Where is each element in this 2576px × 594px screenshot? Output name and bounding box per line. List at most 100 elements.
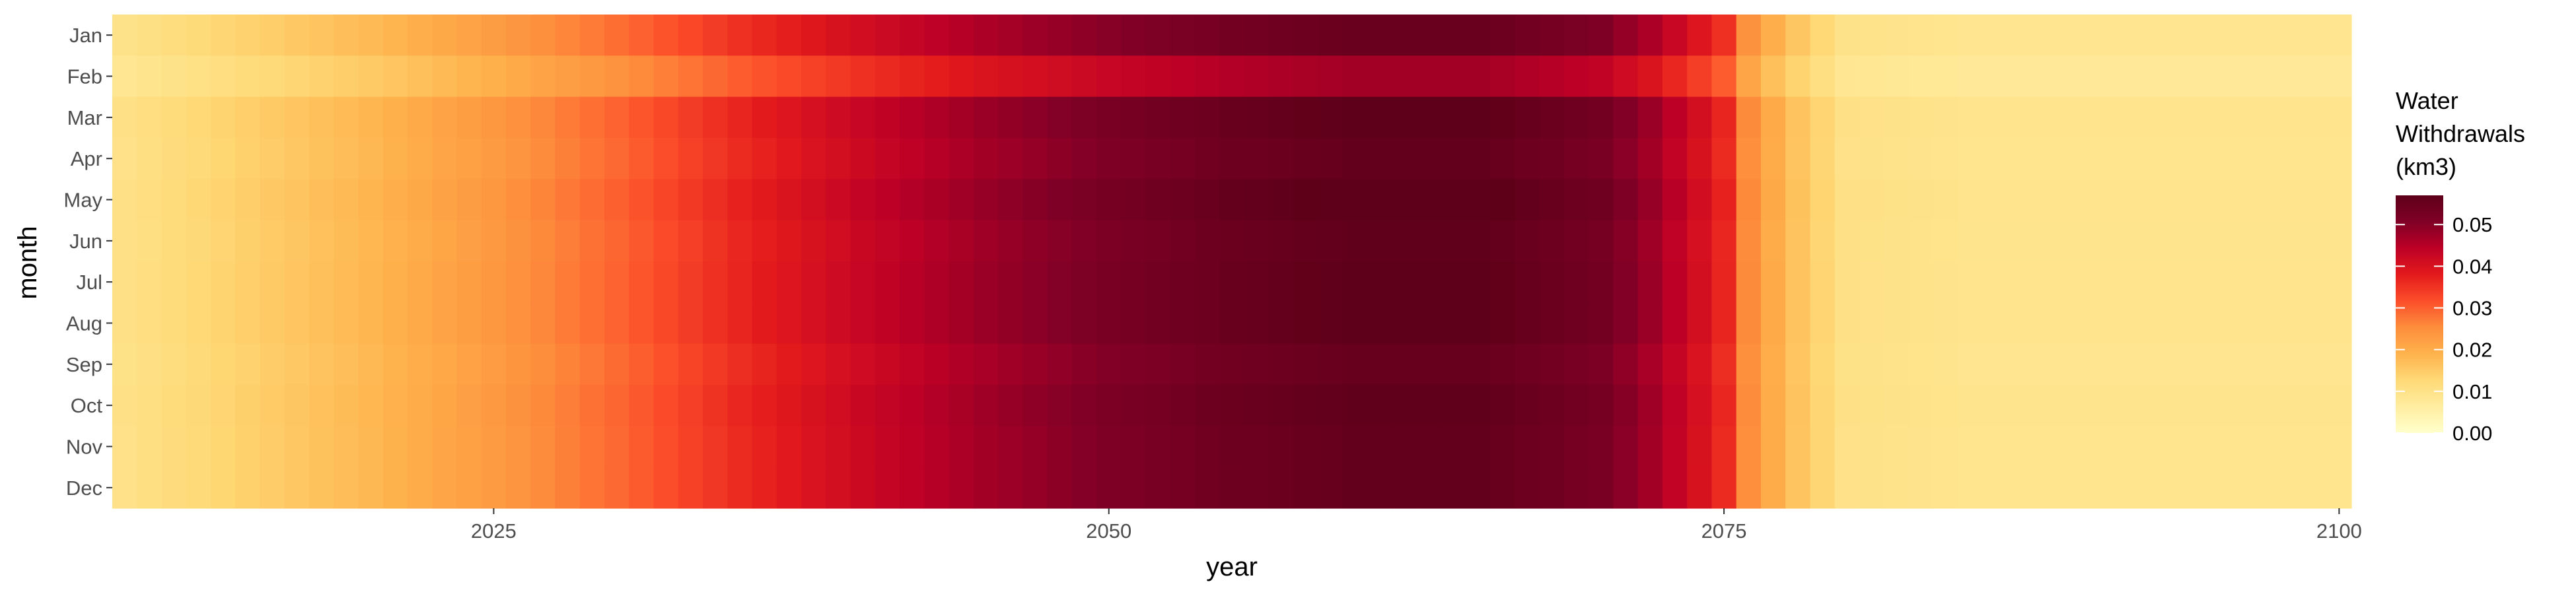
heatmap-cell (973, 96, 999, 139)
heatmap-cell (1244, 261, 1270, 303)
heatmap-cell (1170, 261, 1196, 303)
heatmap-cell (2031, 138, 2057, 180)
heatmap-cell (924, 179, 950, 221)
heatmap-cell (555, 302, 581, 345)
heatmap-cell (1957, 220, 1983, 262)
heatmap-cell (1785, 96, 1811, 139)
heatmap-cell (1268, 343, 1294, 385)
heatmap-cell (2007, 220, 2032, 262)
heatmap-cell (2252, 343, 2278, 385)
heatmap-cell (1539, 138, 1565, 180)
heatmap-cell (1810, 261, 1836, 303)
heatmap-cell (1515, 343, 1540, 385)
heatmap-cell (309, 426, 334, 468)
heatmap-cell (579, 343, 605, 385)
heatmap-cell (1318, 220, 1343, 262)
heatmap-cell (211, 179, 236, 221)
heatmap-cell (900, 15, 925, 56)
heatmap-cell (776, 55, 802, 98)
heatmap-cell (358, 426, 384, 468)
heatmap-cell (1392, 179, 1417, 221)
legend-tick-label: 0.01 (2452, 380, 2492, 403)
heatmap-cell (408, 220, 433, 262)
heatmap-cell (1096, 55, 1122, 98)
x-axis: 2025 2050 2075 2100 (471, 508, 2362, 543)
heatmap-cell (112, 343, 137, 385)
heatmap-cell (334, 220, 359, 262)
legend-title-line-2: Withdrawals (2396, 120, 2525, 147)
heatmap-cell (924, 426, 950, 468)
heatmap-cell (1071, 343, 1097, 385)
heatmap-cell (2302, 261, 2328, 303)
heatmap-cell (1785, 467, 1811, 509)
heatmap-cell (948, 302, 974, 345)
heatmap-cell (1687, 96, 1713, 139)
heatmap-cell (358, 55, 384, 98)
heatmap-cell (2154, 96, 2180, 139)
y-tick-label: Oct (71, 394, 103, 417)
heatmap-cell (2031, 15, 2057, 56)
heatmap-cell (235, 96, 261, 139)
heatmap-cell (1416, 55, 1442, 98)
heatmap-cell (408, 385, 433, 426)
heatmap-cell (2252, 55, 2278, 98)
heatmap-cell (1687, 467, 1713, 509)
heatmap-cell (2154, 55, 2180, 98)
heatmap-cell (752, 426, 777, 468)
heatmap-cell (1170, 343, 1196, 385)
heatmap-cell (2203, 96, 2229, 139)
heatmap-cell (1268, 96, 1294, 139)
heatmap-cell (1342, 385, 1368, 426)
heatmap-cell (1613, 15, 1639, 56)
heatmap-cell (2228, 15, 2254, 56)
heatmap-cell (826, 302, 851, 345)
heatmap-cell (1711, 302, 1737, 345)
heatmap-cell (1736, 220, 1762, 262)
heatmap-cell (1982, 138, 2008, 180)
heatmap-cell (1145, 55, 1171, 98)
heatmap-cell (481, 302, 507, 345)
heatmap-cell (456, 55, 482, 98)
heatmap-cell (1342, 55, 1368, 98)
heatmap-cell (161, 261, 187, 303)
heatmap-cell (1662, 385, 1688, 426)
heatmap-cell (1957, 55, 1983, 98)
heatmap-cell (161, 220, 187, 262)
heatmap-cell (382, 96, 408, 139)
heatmap-cell (973, 426, 999, 468)
heatmap-cell (2007, 138, 2032, 180)
heatmap-cell (1563, 55, 1589, 98)
heatmap-cell (1121, 343, 1147, 385)
heatmap-cell (1785, 302, 1811, 345)
heatmap-cell (1687, 302, 1713, 345)
heatmap-cell (530, 385, 556, 426)
heatmap-cell (432, 343, 458, 385)
heatmap-cell (2326, 261, 2352, 303)
heatmap-cell (1392, 261, 1417, 303)
heatmap-cell (137, 15, 162, 56)
heatmap-cell (752, 302, 777, 345)
heatmap-cell (2252, 426, 2278, 468)
heatmap-cell (801, 96, 826, 139)
heatmap-cell (2203, 302, 2229, 345)
heatmap-cell (924, 261, 950, 303)
heatmap-cell (801, 55, 826, 98)
heatmap-cell (703, 179, 728, 221)
heatmap-cell (1441, 343, 1466, 385)
heatmap-cell (653, 261, 679, 303)
heatmap-cell (284, 220, 310, 262)
heatmap-cell (826, 96, 851, 139)
heatmap-cell (1465, 261, 1491, 303)
heatmap-cell (284, 467, 310, 509)
heatmap-cell (2228, 385, 2254, 426)
heatmap-cell (2179, 467, 2205, 509)
heatmap-cell (2105, 385, 2131, 426)
heatmap-cell (1244, 343, 1270, 385)
heatmap-cell (1047, 96, 1073, 139)
heatmap-cell (555, 261, 581, 303)
heatmap-cell (1834, 467, 1860, 509)
heatmap-cell (334, 261, 359, 303)
heatmap-cell (456, 426, 482, 468)
heatmap-cell (1662, 426, 1688, 468)
heatmap-cell (1490, 426, 1515, 468)
